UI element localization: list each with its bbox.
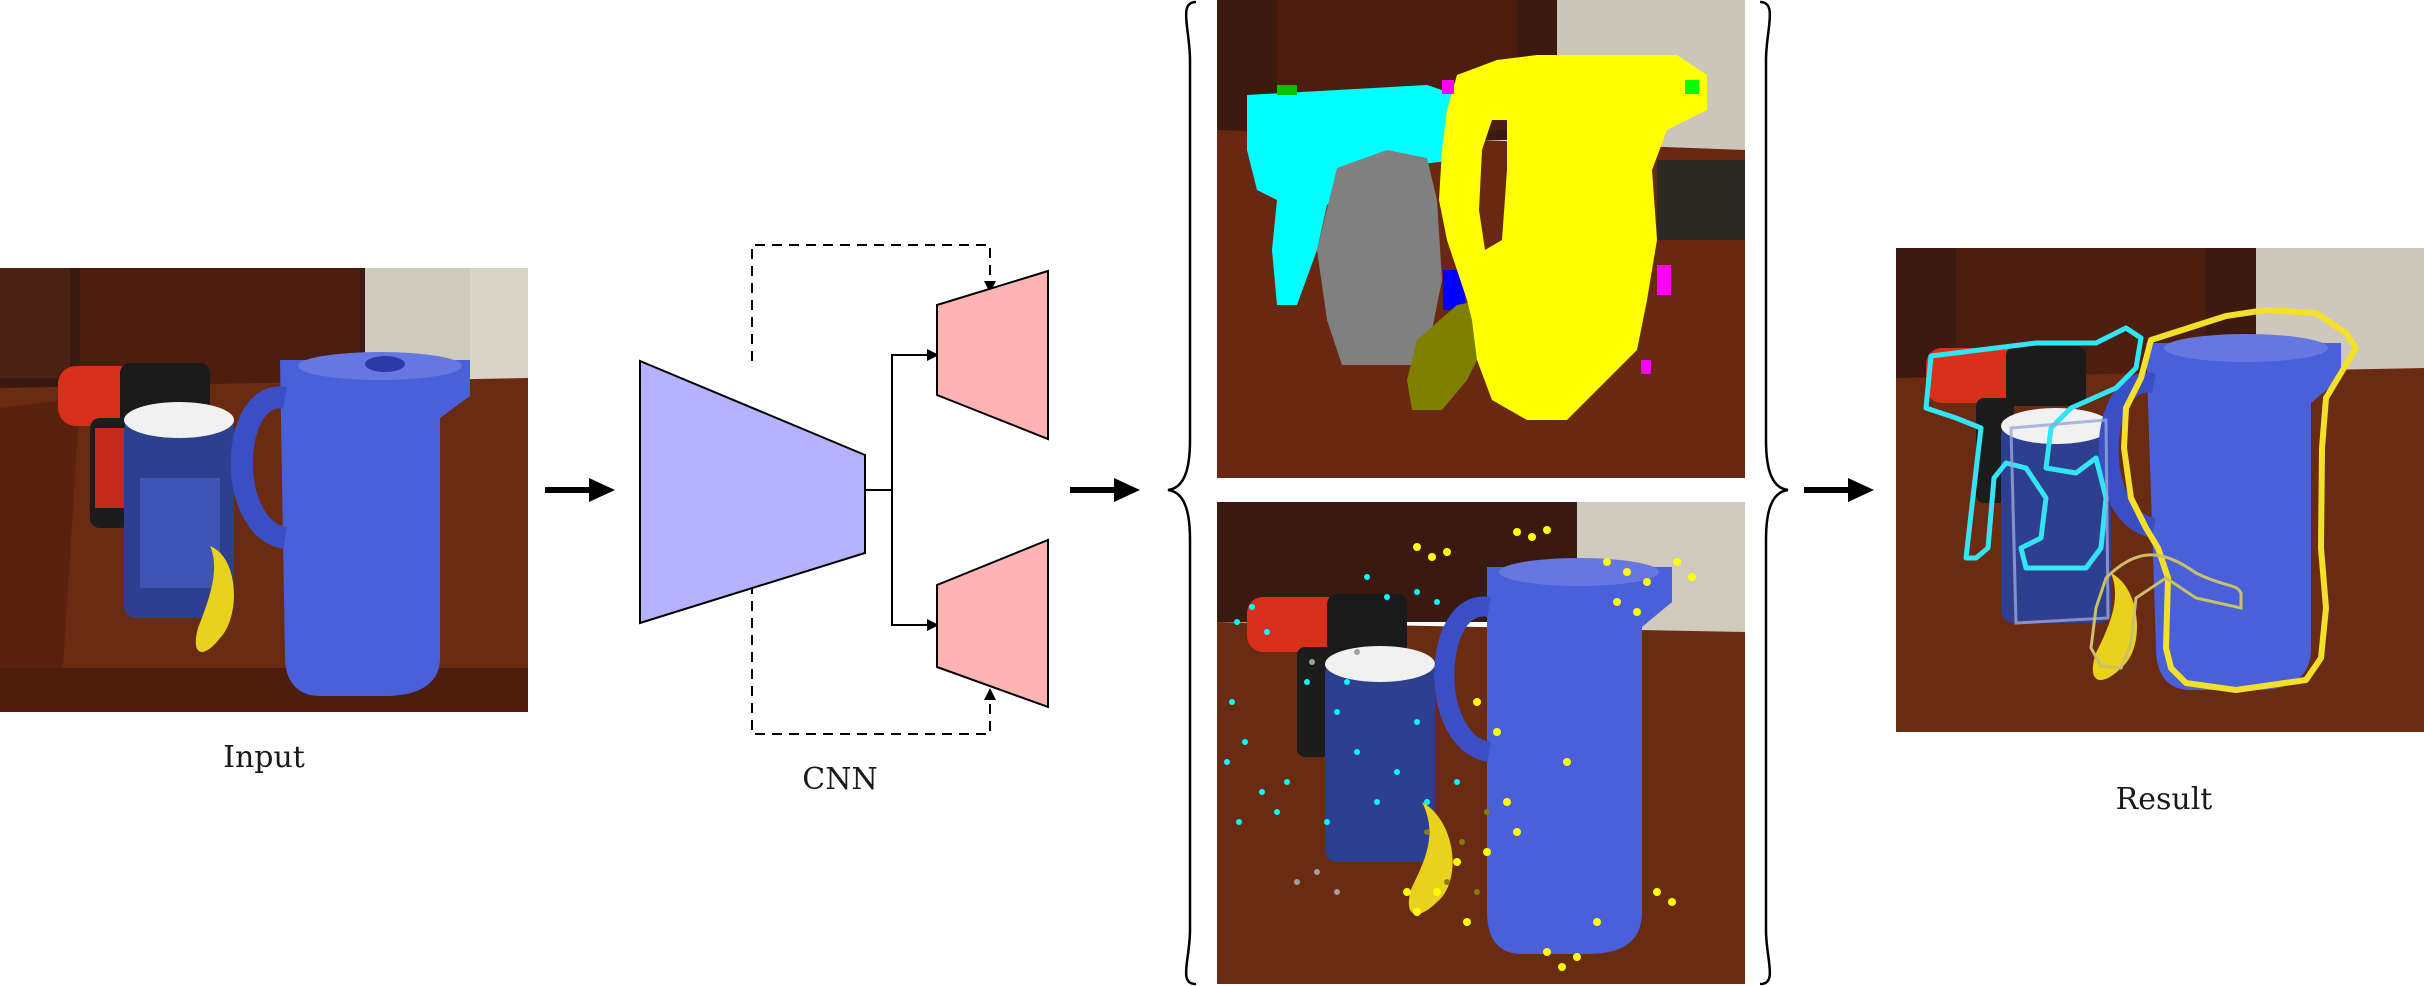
arrowhead-icon bbox=[984, 688, 996, 700]
contour-can bbox=[2009, 418, 2110, 625]
contour-drill bbox=[1923, 325, 2144, 571]
arrowhead-icon bbox=[927, 619, 939, 631]
contour-pitcher bbox=[2121, 307, 2359, 693]
vote-dots bbox=[1224, 526, 1696, 971]
cnn-caption: CNN bbox=[802, 762, 878, 797]
segment-cyan bbox=[1247, 85, 1457, 305]
input-caption: Input bbox=[223, 740, 305, 775]
encoder-block bbox=[639, 359, 866, 625]
contour-banana bbox=[2089, 553, 2243, 670]
result-image bbox=[1896, 248, 2424, 732]
segment-gray bbox=[1317, 150, 1442, 365]
segment-olive bbox=[1407, 300, 1487, 410]
segment-blue bbox=[1443, 270, 1465, 310]
arrowhead-icon bbox=[927, 349, 939, 361]
segment-yellow bbox=[1439, 55, 1707, 420]
segmentation-image bbox=[1217, 0, 1745, 478]
curly-brace-left-icon bbox=[1167, 0, 1197, 986]
arrowhead-icon bbox=[984, 281, 996, 293]
decoder-block-top bbox=[936, 269, 1049, 441]
curly-brace-right-icon bbox=[1759, 0, 1789, 986]
arrow-right-icon bbox=[1070, 478, 1140, 502]
vote-image bbox=[1217, 502, 1745, 984]
input-image bbox=[0, 268, 528, 712]
branch-lines bbox=[865, 354, 930, 626]
result-caption: Result bbox=[2115, 782, 2213, 817]
cnn-diagram bbox=[639, 244, 1049, 735]
arrow-right-icon bbox=[545, 478, 615, 502]
decoder-block-bottom bbox=[936, 538, 1049, 709]
arrow-right-icon bbox=[1804, 478, 1874, 502]
skip-connection-dashed-line bbox=[751, 244, 991, 361]
input-photo bbox=[0, 268, 528, 712]
